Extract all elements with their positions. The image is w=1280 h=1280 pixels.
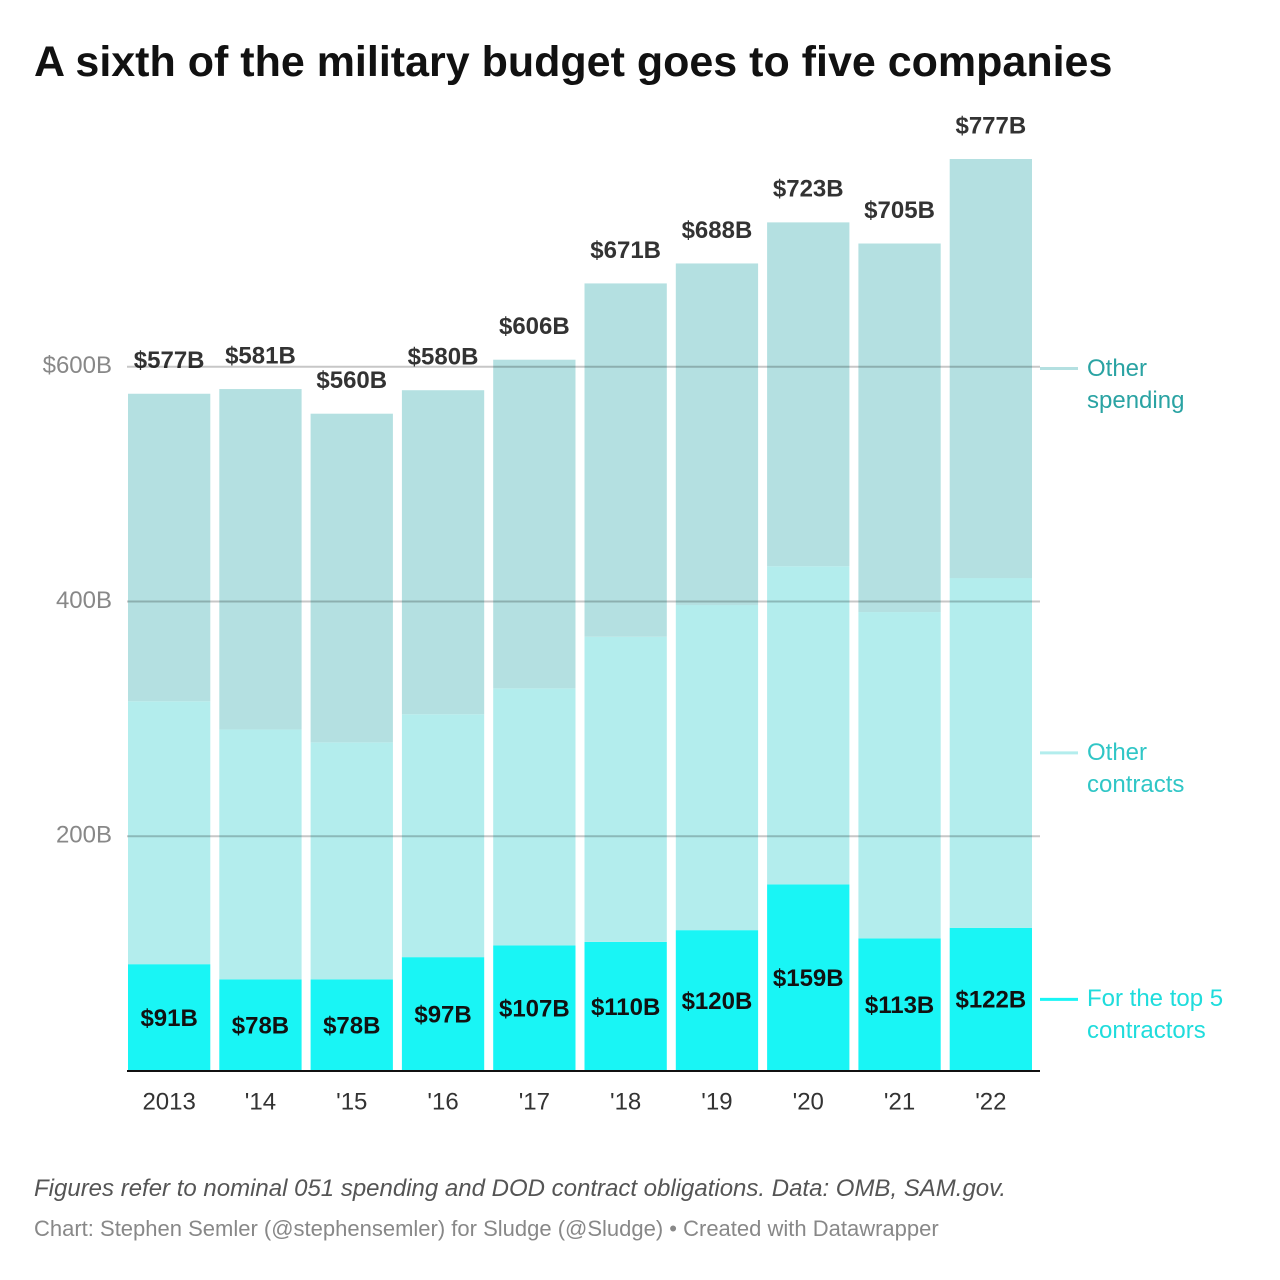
bar-segment	[128, 964, 211, 1071]
y-tick-label: $600B	[43, 352, 112, 379]
x-tick-label: '18	[610, 1088, 641, 1115]
bar-segment	[949, 578, 1032, 928]
total-label: $580B	[408, 344, 479, 371]
bar-segment	[675, 930, 759, 1071]
bar-segment	[493, 359, 576, 689]
bar-segment	[219, 389, 302, 730]
x-tick-label: '16	[427, 1088, 458, 1115]
bar-segment	[401, 714, 485, 958]
bar-segment	[584, 283, 667, 637]
bar-segment	[949, 927, 1032, 1071]
bar-segment	[584, 941, 667, 1071]
value-label: $97B	[414, 1001, 471, 1028]
bar-segment	[584, 636, 667, 942]
y-tick-label: 400B	[56, 587, 112, 614]
legend-label: Other spending	[1087, 354, 1185, 414]
value-label: $122B	[955, 987, 1026, 1014]
credit: Chart: Stephen Semler (@stephensemler) f…	[34, 1216, 939, 1241]
legend-label: For the top 5 contractors	[1087, 985, 1224, 1045]
value-label: $78B	[232, 1013, 289, 1040]
bar-segment	[493, 945, 576, 1071]
value-label: $159B	[773, 965, 844, 992]
x-tick-label: '14	[245, 1088, 276, 1115]
total-label: $671B	[590, 237, 661, 264]
bar-segment	[675, 605, 759, 931]
bar-segment	[310, 413, 393, 743]
x-tick-label: '20	[793, 1088, 824, 1115]
bar-segment	[128, 701, 211, 965]
x-tick-label: '15	[336, 1088, 367, 1115]
bar-segment	[219, 979, 302, 1071]
x-tick-label: '19	[701, 1088, 732, 1115]
value-label: $91B	[140, 1005, 197, 1032]
total-label: $560B	[316, 367, 387, 394]
bar-segment	[310, 742, 393, 980]
y-tick-label: 200B	[56, 822, 112, 849]
value-label: $78B	[323, 1013, 380, 1040]
legend-label: Other contracts	[1087, 738, 1185, 798]
bar-segment	[310, 979, 393, 1071]
x-tick-label: '21	[884, 1088, 915, 1115]
x-tick-label: '17	[519, 1088, 550, 1115]
bar-segment	[858, 612, 941, 939]
value-label: $110B	[591, 994, 660, 1021]
bar-segment	[858, 243, 941, 613]
total-label: $705B	[864, 197, 935, 224]
total-label: $581B	[225, 342, 296, 369]
total-label: $723B	[773, 176, 844, 203]
x-tick-label: '22	[975, 1088, 1006, 1115]
value-label: $107B	[499, 996, 570, 1023]
total-label: $577B	[134, 347, 205, 374]
bar-segment	[401, 957, 485, 1071]
bar-segment	[949, 158, 1032, 579]
bar-segment	[493, 688, 576, 946]
chart-title: A sixth of the military budget goes to f…	[34, 38, 1113, 86]
bar-segment	[128, 393, 211, 702]
value-label: $113B	[865, 992, 934, 1019]
total-label: $777B	[955, 112, 1026, 139]
total-label: $688B	[682, 217, 753, 244]
bar-segment	[401, 390, 485, 715]
value-label: $120B	[682, 988, 753, 1015]
bar-segment	[858, 938, 941, 1071]
bar-segment	[675, 263, 759, 606]
bar-segment	[767, 566, 850, 885]
bar-segment	[767, 884, 850, 1071]
bar-segment	[219, 729, 302, 980]
note: Figures refer to nominal 051 spending an…	[34, 1175, 1007, 1202]
total-label: $606B	[499, 313, 570, 340]
x-tick-label: 2013	[142, 1088, 195, 1115]
bar-segment	[767, 222, 850, 567]
